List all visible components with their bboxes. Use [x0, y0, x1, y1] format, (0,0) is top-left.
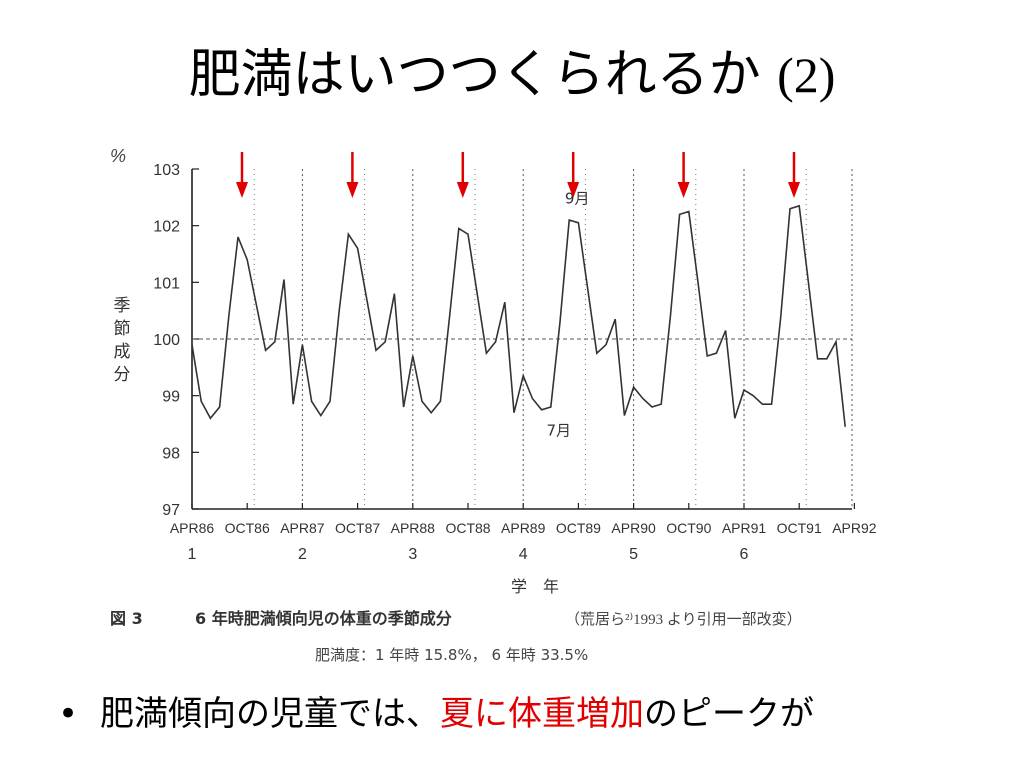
y-tick-label: 100	[153, 332, 180, 349]
peak-arrow-head	[567, 182, 580, 198]
x-tick-label: OCT89	[556, 520, 601, 536]
slide-title-number: (2)	[777, 47, 836, 103]
y-axis-title-char: 成	[114, 342, 131, 362]
chart-annotation: 9月	[565, 189, 590, 207]
chart-annotation: 7月	[547, 422, 572, 440]
x-tick-label: OCT86	[225, 520, 270, 536]
figure-number: 図 3	[110, 609, 143, 628]
x-tick-label: APR89	[501, 520, 546, 536]
grade-label: 5	[629, 546, 638, 563]
peak-arrow-head	[346, 182, 359, 198]
figure-caption-note: 肥満度：1 年時 15.8%， 6 年時 33.5%	[315, 646, 588, 664]
x-tick-label: APR88	[391, 520, 436, 536]
y-axis-title-char: 分	[114, 365, 131, 385]
figure-caption-source: （荒居ら²⁾1993 より引用一部改変）	[565, 611, 802, 628]
y-tick-label: 102	[153, 219, 180, 236]
bullet-text-highlight: 夏に体重増加	[440, 694, 644, 734]
x-tick-label: APR87	[280, 520, 325, 536]
y-axis-title-char: 季	[114, 296, 131, 316]
bullet-text-end: のピークが	[644, 694, 814, 734]
x-tick-label: OCT88	[445, 520, 490, 536]
figure: 97 98 99 100 101 102 103 APR86 OCT86 APR87 OCT87 AP…	[110, 146, 877, 664]
bullet-text-start: 肥満傾向の児童では、	[100, 694, 440, 734]
slide-title: 肥満はいつつくられるか (2)	[0, 40, 1024, 110]
x-tick-label: APR90	[611, 520, 656, 536]
y-tick-label: 98	[162, 445, 180, 462]
x-tick-label: OCT87	[335, 520, 380, 536]
y-tick-label: 101	[153, 275, 180, 292]
x-axis-title: 学 年	[511, 577, 559, 596]
grade-label: 1	[188, 546, 197, 563]
peak-arrow-head	[236, 182, 248, 198]
bullet-marker: •	[58, 694, 79, 734]
peak-arrow-head	[456, 182, 469, 198]
y-tick-label: 97	[162, 502, 180, 519]
y-axis-title-char: 節	[114, 319, 131, 339]
y-tick-label: 103	[153, 162, 180, 179]
peak-arrow-head	[677, 182, 690, 198]
x-tick-label: APR91	[722, 520, 767, 536]
bullet-item: • 肥満傾向の児童では、夏に体重増加のピークが	[58, 688, 814, 740]
grade-label: 2	[298, 546, 307, 563]
figure-caption-title: 6 年時肥満傾向児の体重の季節成分	[195, 609, 452, 628]
grade-label: 4	[519, 546, 528, 563]
plot-area: 97 98 99 100 101 102 103 APR86 OCT86 APR87 OCT87 AP…	[110, 146, 877, 596]
x-tick-label: OCT90	[666, 520, 711, 536]
y-tick-label: 99	[162, 389, 180, 406]
x-tick-label: OCT91	[777, 520, 822, 536]
slide-title-main: 肥満はいつつくられるか	[188, 45, 761, 105]
x-tick-label: APR92	[832, 520, 877, 536]
peak-arrow-head	[788, 182, 800, 198]
x-tick-label: APR86	[170, 520, 215, 536]
grade-label: 6	[740, 546, 749, 563]
grade-label: 3	[408, 546, 417, 563]
y-unit-label: %	[110, 146, 126, 166]
series-line	[191, 204, 846, 427]
